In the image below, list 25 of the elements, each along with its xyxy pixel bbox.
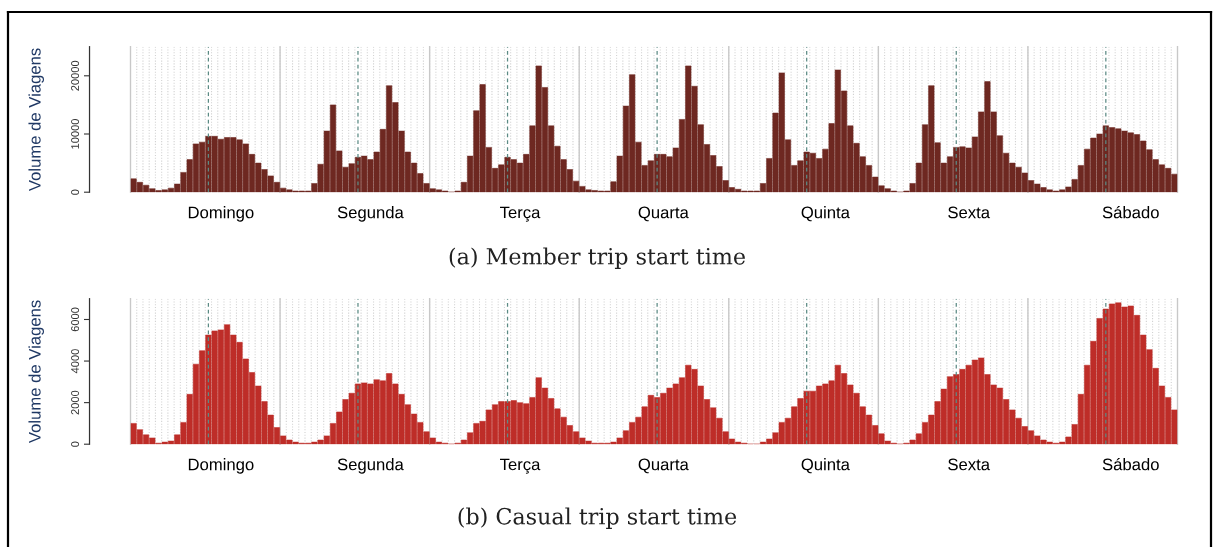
- y-tick-label: 2000: [71, 390, 79, 415]
- x-tick-label: Terça: [500, 458, 541, 474]
- y-tick-label: 10000: [71, 118, 79, 149]
- x-tick-label: Terça: [500, 206, 541, 222]
- y-tick-label: 0: [71, 189, 79, 195]
- y-axis-title: Volume de Viagens: [28, 300, 44, 444]
- x-tick-label: Segunda: [337, 458, 404, 474]
- y-tick-label: 4000: [71, 349, 79, 374]
- x-tick-label: Segunda: [337, 206, 404, 222]
- x-tick-label: Domingo: [188, 206, 254, 222]
- x-tick-label: Quinta: [801, 458, 850, 474]
- y-tick-label: 20000: [71, 60, 79, 91]
- x-tick-label: Quinta: [801, 206, 850, 222]
- x-tick-label: Sábado: [1102, 205, 1159, 219]
- x-tick-label: Quarta: [638, 458, 689, 474]
- text: (b) Casual trip start time: [458, 507, 737, 529]
- x-tick-label: Domingo: [188, 458, 254, 474]
- x-tick-label: Sexta: [948, 206, 991, 219]
- x-tick-label: Sábado: [1102, 457, 1159, 471]
- y-axis-title: Volume de Viagens: [28, 48, 44, 192]
- x-tick-label: Quarta: [638, 206, 689, 222]
- y-tick-label: 0: [71, 441, 79, 447]
- text: (a) Member trip start time: [449, 247, 745, 269]
- y-tick-label: 6000: [71, 307, 79, 332]
- x-tick-label: Sexta: [948, 458, 991, 471]
